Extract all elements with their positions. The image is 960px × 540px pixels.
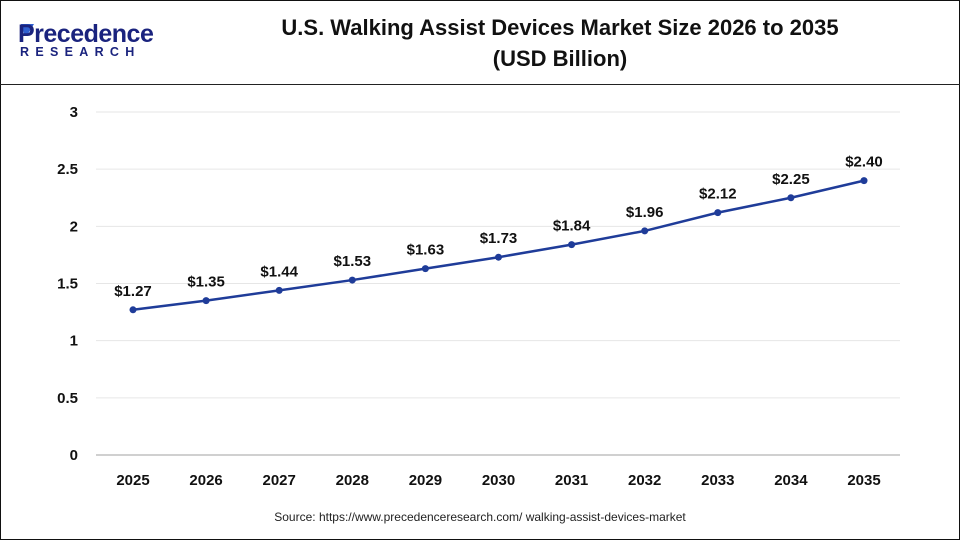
x-tick-label: 2028	[336, 472, 369, 489]
source-note: Source: https://www.precedenceresearch.c…	[274, 510, 686, 524]
data-point	[348, 276, 356, 284]
logo-leaf-icon	[21, 24, 34, 34]
y-tick-label: 1.5	[57, 276, 78, 293]
data-label: $1.84	[553, 218, 591, 235]
data-label: $1.53	[334, 253, 372, 270]
y-tick-label: 2.5	[57, 161, 78, 178]
logo-sub-text: RESEARCH	[20, 45, 141, 59]
data-point	[275, 286, 283, 294]
data-label: $1.96	[626, 204, 664, 221]
chart-title-line2: (USD Billion)	[492, 46, 628, 71]
data-label: $2.12	[699, 186, 737, 203]
header-divider	[0, 84, 960, 85]
data-point	[421, 265, 429, 273]
chart-title: U.S. Walking Assist Devices Market Size …	[210, 12, 910, 74]
x-tick-label: 2026	[189, 472, 222, 489]
data-point	[860, 177, 868, 185]
x-tick-label: 2027	[263, 472, 296, 489]
data-point	[714, 209, 722, 217]
data-point	[787, 194, 795, 202]
x-tick-label: 2030	[482, 472, 515, 489]
y-tick-label: 1	[70, 333, 78, 350]
data-point	[202, 297, 210, 305]
x-tick-label: 2025	[116, 472, 149, 489]
data-label: $2.40	[845, 154, 883, 171]
x-tick-label: 2029	[409, 472, 442, 489]
data-label: $1.44	[260, 263, 298, 280]
y-tick-label: 3	[70, 104, 78, 121]
y-tick-label: 0	[70, 447, 78, 464]
data-label: $1.35	[187, 274, 225, 291]
data-label: $1.63	[407, 242, 445, 259]
data-label: $2.25	[772, 171, 810, 188]
x-tick-label: 2035	[847, 472, 880, 489]
data-point	[568, 241, 576, 249]
y-tick-label: 2	[70, 218, 78, 235]
data-label: $1.27	[114, 283, 152, 300]
x-tick-label: 2032	[628, 472, 661, 489]
logo-main-text: Precedence	[18, 20, 154, 49]
data-point	[129, 306, 137, 314]
data-label: $1.73	[480, 230, 518, 247]
precedence-research-logo: Precedence RESEARCH	[18, 20, 168, 64]
x-tick-label: 2031	[555, 472, 588, 489]
data-point	[641, 227, 649, 235]
data-point	[495, 253, 502, 261]
x-tick-label: 2034	[774, 472, 808, 489]
logo-text: Precedence	[18, 20, 154, 48]
chart-title-line1: U.S. Walking Assist Devices Market Size …	[281, 15, 839, 40]
x-tick-label: 2033	[701, 472, 734, 489]
y-tick-label: 0.5	[57, 390, 78, 407]
